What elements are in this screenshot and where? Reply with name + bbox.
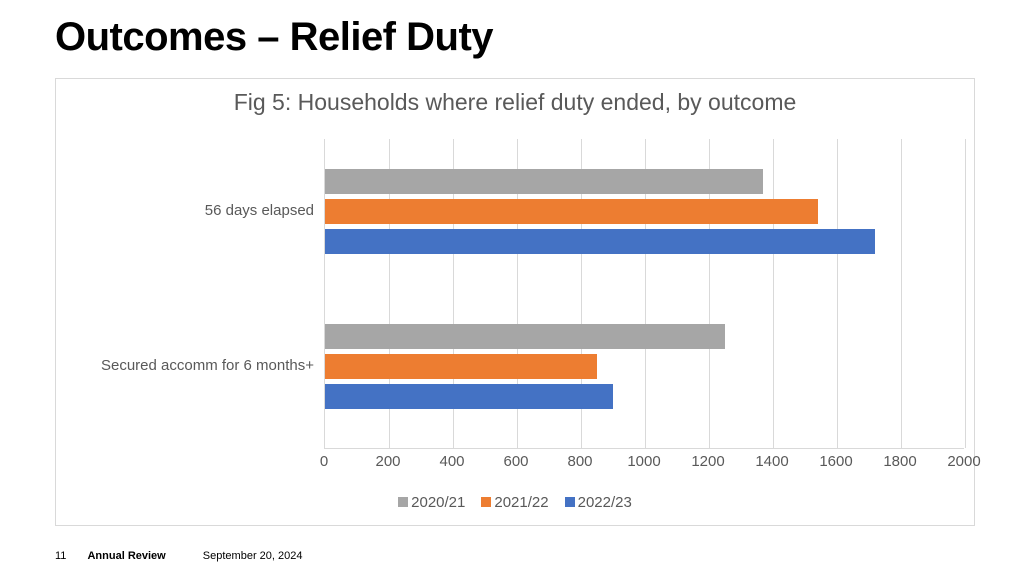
bar	[325, 169, 763, 194]
x-tick-label: 1400	[752, 453, 792, 470]
footer: 11 Annual Review September 20, 2024	[55, 550, 302, 562]
page-number: 11	[55, 550, 66, 562]
legend-label: 2022/23	[578, 494, 632, 511]
legend: 2020/21 2021/22 2022/23	[56, 494, 974, 512]
gridline	[901, 139, 902, 448]
footer-center: Annual Review	[87, 550, 165, 562]
x-tick-label: 800	[560, 453, 600, 470]
legend-swatch	[565, 497, 575, 507]
legend-item: 2020/21	[398, 494, 465, 511]
slide-title: Outcomes – Relief Duty	[55, 15, 493, 60]
bar	[325, 354, 597, 379]
x-tick-label: 600	[496, 453, 536, 470]
chart-frame: Fig 5: Households where relief duty ende…	[55, 78, 975, 526]
legend-label: 2020/21	[411, 494, 465, 511]
x-tick-label: 1000	[624, 453, 664, 470]
x-tick-label: 2000	[944, 453, 984, 470]
gridline	[837, 139, 838, 448]
gridline	[773, 139, 774, 448]
legend-swatch	[481, 497, 491, 507]
plot-area	[324, 139, 964, 449]
bar	[325, 384, 613, 409]
x-tick-label: 1200	[688, 453, 728, 470]
chart-title: Fig 5: Households where relief duty ende…	[56, 89, 974, 116]
bar	[325, 324, 725, 349]
bar	[325, 199, 818, 224]
gridline	[965, 139, 966, 448]
x-tick-label: 200	[368, 453, 408, 470]
category-label: Secured accomm for 6 months+	[64, 357, 314, 374]
x-tick-label: 0	[304, 453, 344, 470]
bar	[325, 229, 875, 254]
legend-label: 2021/22	[494, 494, 548, 511]
slide: Outcomes – Relief Duty Fig 5: Households…	[0, 0, 1024, 576]
footer-date: September 20, 2024	[203, 550, 303, 562]
x-tick-label: 1800	[880, 453, 920, 470]
x-tick-label: 400	[432, 453, 472, 470]
legend-swatch	[398, 497, 408, 507]
legend-item: 2022/23	[565, 494, 632, 511]
x-tick-label: 1600	[816, 453, 856, 470]
legend-item: 2021/22	[481, 494, 548, 511]
category-label: 56 days elapsed	[64, 202, 314, 219]
